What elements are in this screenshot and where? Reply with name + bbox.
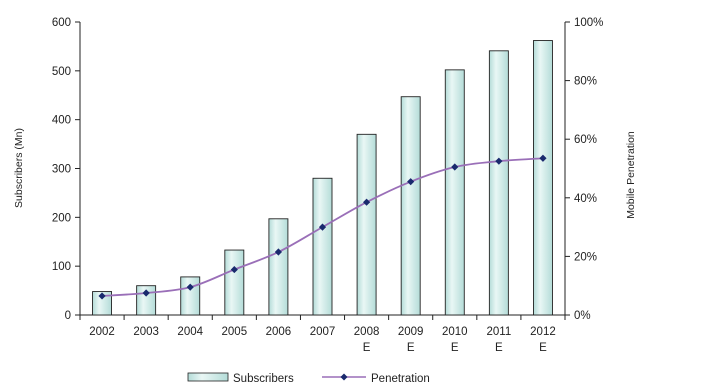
x-tick-label: 2012 (530, 326, 556, 338)
x-tick-label: 2009 (398, 326, 424, 338)
y-right-tick-label: 20% (574, 251, 597, 263)
bar-subscribers (488, 50, 509, 316)
penetration-marker (407, 178, 415, 186)
bar-subscribers (400, 96, 421, 316)
y-axis-right-title: Mobile Penetration (625, 131, 637, 219)
x-axis: 2002 2003 2004 2005 2006 2007 2008 E 2009 E 2010 E 2… (79, 314, 566, 354)
x-tick-label: 2002 (89, 326, 115, 338)
y-left-tick-label: 500 (52, 66, 71, 78)
bar-subscribers (224, 249, 245, 316)
bar-subscribers (444, 69, 465, 316)
penetration-marker (362, 198, 371, 206)
bar-subscribers (356, 133, 377, 316)
y-left-tick-label: 400 (52, 115, 71, 127)
bar-subscribers (312, 177, 333, 316)
y-axis-left: 0 100 200 300 400 500 600 (52, 17, 81, 322)
legend-label-subscribers: Subscribers (233, 373, 294, 385)
line-series-penetration (98, 154, 547, 300)
y-axis-right: 0% 20% 40% 60% 80% 100% (564, 17, 603, 322)
y-left-tick-label: 100 (52, 261, 71, 273)
penetration-marker (451, 163, 459, 171)
y-left-tick-label: 200 (52, 212, 71, 224)
y-right-tick-label: 60% (574, 134, 597, 146)
penetration-marker (274, 248, 283, 256)
penetration-marker (495, 157, 503, 165)
y-right-tick-label: 40% (574, 193, 597, 205)
x-tick-label: 2006 (266, 326, 292, 338)
y-left-tick-label: 300 (52, 164, 71, 176)
legend-swatch-penetration-marker (340, 373, 348, 381)
y-right-tick-label: 100% (574, 17, 603, 29)
penetration-marker (230, 265, 238, 274)
x-tick-label: 2003 (133, 326, 159, 338)
penetration-marker (318, 223, 327, 231)
bar-series-subscribers (92, 40, 553, 316)
legend: Subscribers Penetration (187, 372, 430, 385)
penetration-marker (142, 289, 150, 297)
penetration-marker (186, 283, 194, 291)
x-tick-label: E (451, 342, 459, 354)
penetration-marker (539, 154, 547, 162)
x-tick-label: 2008 (354, 326, 380, 338)
y-left-tick-label: 600 (52, 17, 71, 29)
legend-label-penetration: Penetration (371, 373, 430, 385)
x-tick-label: 2010 (442, 326, 468, 338)
y-right-tick-label: 0% (574, 310, 591, 322)
bar-subscribers (268, 218, 289, 316)
legend-swatch-subscribers (187, 372, 229, 382)
x-tick-label: E (495, 342, 503, 354)
x-tick-label: 2011 (486, 326, 511, 338)
bar-subscribers (180, 276, 201, 316)
x-tick-label: 2007 (310, 326, 336, 338)
y-left-tick-label: 0 (65, 310, 71, 322)
x-tick-label: E (363, 342, 371, 354)
bar-subscribers (533, 40, 553, 316)
x-tick-label: E (539, 342, 547, 354)
y-axis-left-title: Subscribers (Mn) (13, 128, 25, 208)
y-right-tick-label: 80% (574, 76, 597, 88)
bar-subscribers (92, 291, 112, 316)
x-tick-label: E (407, 342, 415, 354)
x-tick-label: 2005 (222, 326, 248, 338)
penetration-marker (98, 292, 106, 300)
x-tick-label: 2004 (177, 326, 203, 338)
